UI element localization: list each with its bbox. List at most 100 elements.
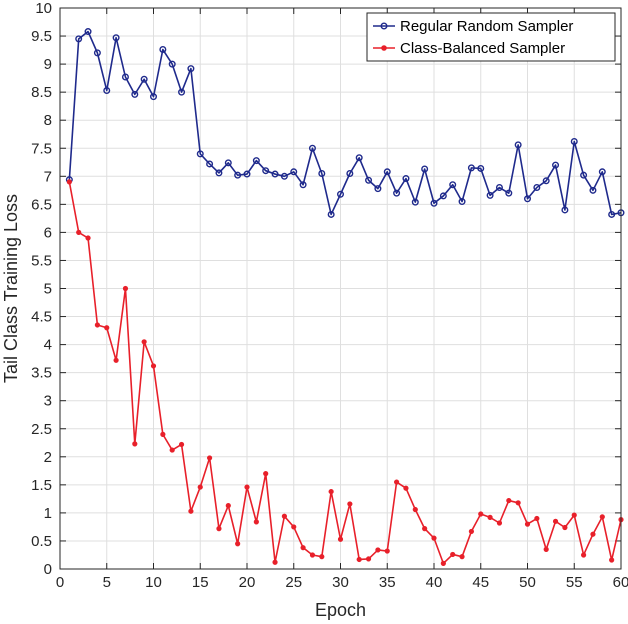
series-regular-random-sampler <box>65 28 625 218</box>
data-point <box>580 171 588 179</box>
data-point <box>365 556 372 562</box>
y-tick-label: 2.5 <box>31 421 52 438</box>
data-point <box>394 479 400 485</box>
data-point <box>393 189 401 197</box>
data-point <box>121 73 129 81</box>
x-tick-label: 25 <box>285 574 302 591</box>
data-point <box>281 513 288 519</box>
data-point <box>188 508 194 514</box>
data-point <box>534 515 540 522</box>
data-point <box>514 141 522 149</box>
data-point <box>440 560 446 566</box>
data-point <box>571 512 577 518</box>
data-point <box>458 198 466 206</box>
data-point <box>356 556 362 563</box>
data-point <box>495 184 503 192</box>
data-point <box>496 520 503 526</box>
data-point <box>252 157 260 165</box>
y-axis-title: Tail Class Training Loss <box>1 194 21 383</box>
y-tick-label: 6.5 <box>31 196 52 213</box>
data-point <box>290 168 298 176</box>
data-point <box>187 65 195 73</box>
data-point <box>280 172 288 180</box>
data-point <box>309 552 316 558</box>
axis-ticks: 0 5 10 15 20 25 30 35 40 45 50 55 6000.511.522.533.5… <box>31 0 628 591</box>
y-tick-label: 7 <box>44 168 52 185</box>
data-point <box>450 551 456 558</box>
data-point <box>85 235 91 241</box>
data-point <box>328 488 334 495</box>
data-point <box>206 160 214 168</box>
data-point <box>562 524 568 531</box>
y-tick-label: 4 <box>44 337 52 354</box>
legend-box <box>366 12 616 62</box>
data-point <box>375 547 381 553</box>
data-point <box>561 206 569 214</box>
data-point <box>346 169 354 177</box>
data-point <box>66 179 72 185</box>
data-point <box>487 514 493 520</box>
x-tick-label: 0 <box>56 574 64 591</box>
data-point <box>486 191 494 199</box>
data-point <box>168 60 176 68</box>
data-point <box>308 144 316 152</box>
x-axis-title: Epoch <box>315 600 366 620</box>
x-tick-label: 55 <box>566 574 583 591</box>
data-point <box>196 150 204 158</box>
data-point <box>598 168 606 176</box>
x-tick-label: 15 <box>192 574 209 591</box>
data-point <box>299 181 307 189</box>
data-point <box>543 546 549 552</box>
data-point <box>104 325 110 331</box>
data-point <box>468 528 475 535</box>
data-point <box>215 169 223 177</box>
data-point <box>384 548 390 554</box>
data-point <box>225 503 231 509</box>
data-point <box>422 526 428 532</box>
data-point <box>150 363 157 369</box>
y-tick-label: 0 <box>44 561 52 578</box>
data-point <box>477 164 485 172</box>
y-tick-label: 10 <box>35 0 52 17</box>
y-tick-label: 3.5 <box>31 365 52 382</box>
data-point <box>421 165 429 173</box>
data-point <box>93 49 101 57</box>
x-tick-label: 30 <box>332 574 349 591</box>
data-point <box>271 170 279 178</box>
legend-label-class-balanced-sampler: Class-Balanced Sampler <box>400 40 565 57</box>
legend-marker-regular-random-sampler <box>380 22 388 30</box>
data-point <box>467 164 475 172</box>
data-point <box>207 455 213 461</box>
y-tick-label: 2 <box>44 449 52 466</box>
y-tick-label: 4.5 <box>31 309 52 326</box>
data-point <box>178 441 185 448</box>
x-tick-label: 60 <box>613 574 628 591</box>
data-point <box>112 34 120 42</box>
data-point <box>262 167 270 175</box>
y-tick-label: 6 <box>44 224 52 241</box>
data-point <box>347 501 353 507</box>
y-tick-label: 0.5 <box>31 533 52 550</box>
data-point <box>365 176 373 184</box>
data-point <box>224 159 232 167</box>
data-point <box>197 484 203 490</box>
data-point <box>244 484 250 490</box>
data-point <box>327 210 335 218</box>
x-tick-label: 35 <box>379 574 396 591</box>
data-point <box>234 171 242 179</box>
data-point <box>84 28 92 36</box>
data-point <box>449 181 457 189</box>
data-point <box>149 93 157 101</box>
y-tick-label: 1.5 <box>31 477 52 494</box>
y-tick-label: 3 <box>44 393 52 410</box>
data-point <box>178 88 186 96</box>
data-point <box>383 168 391 176</box>
data-point <box>478 511 484 517</box>
data-point <box>552 518 559 524</box>
data-point <box>411 198 419 206</box>
data-point <box>160 431 166 437</box>
data-point <box>75 35 83 43</box>
data-point <box>272 559 278 565</box>
